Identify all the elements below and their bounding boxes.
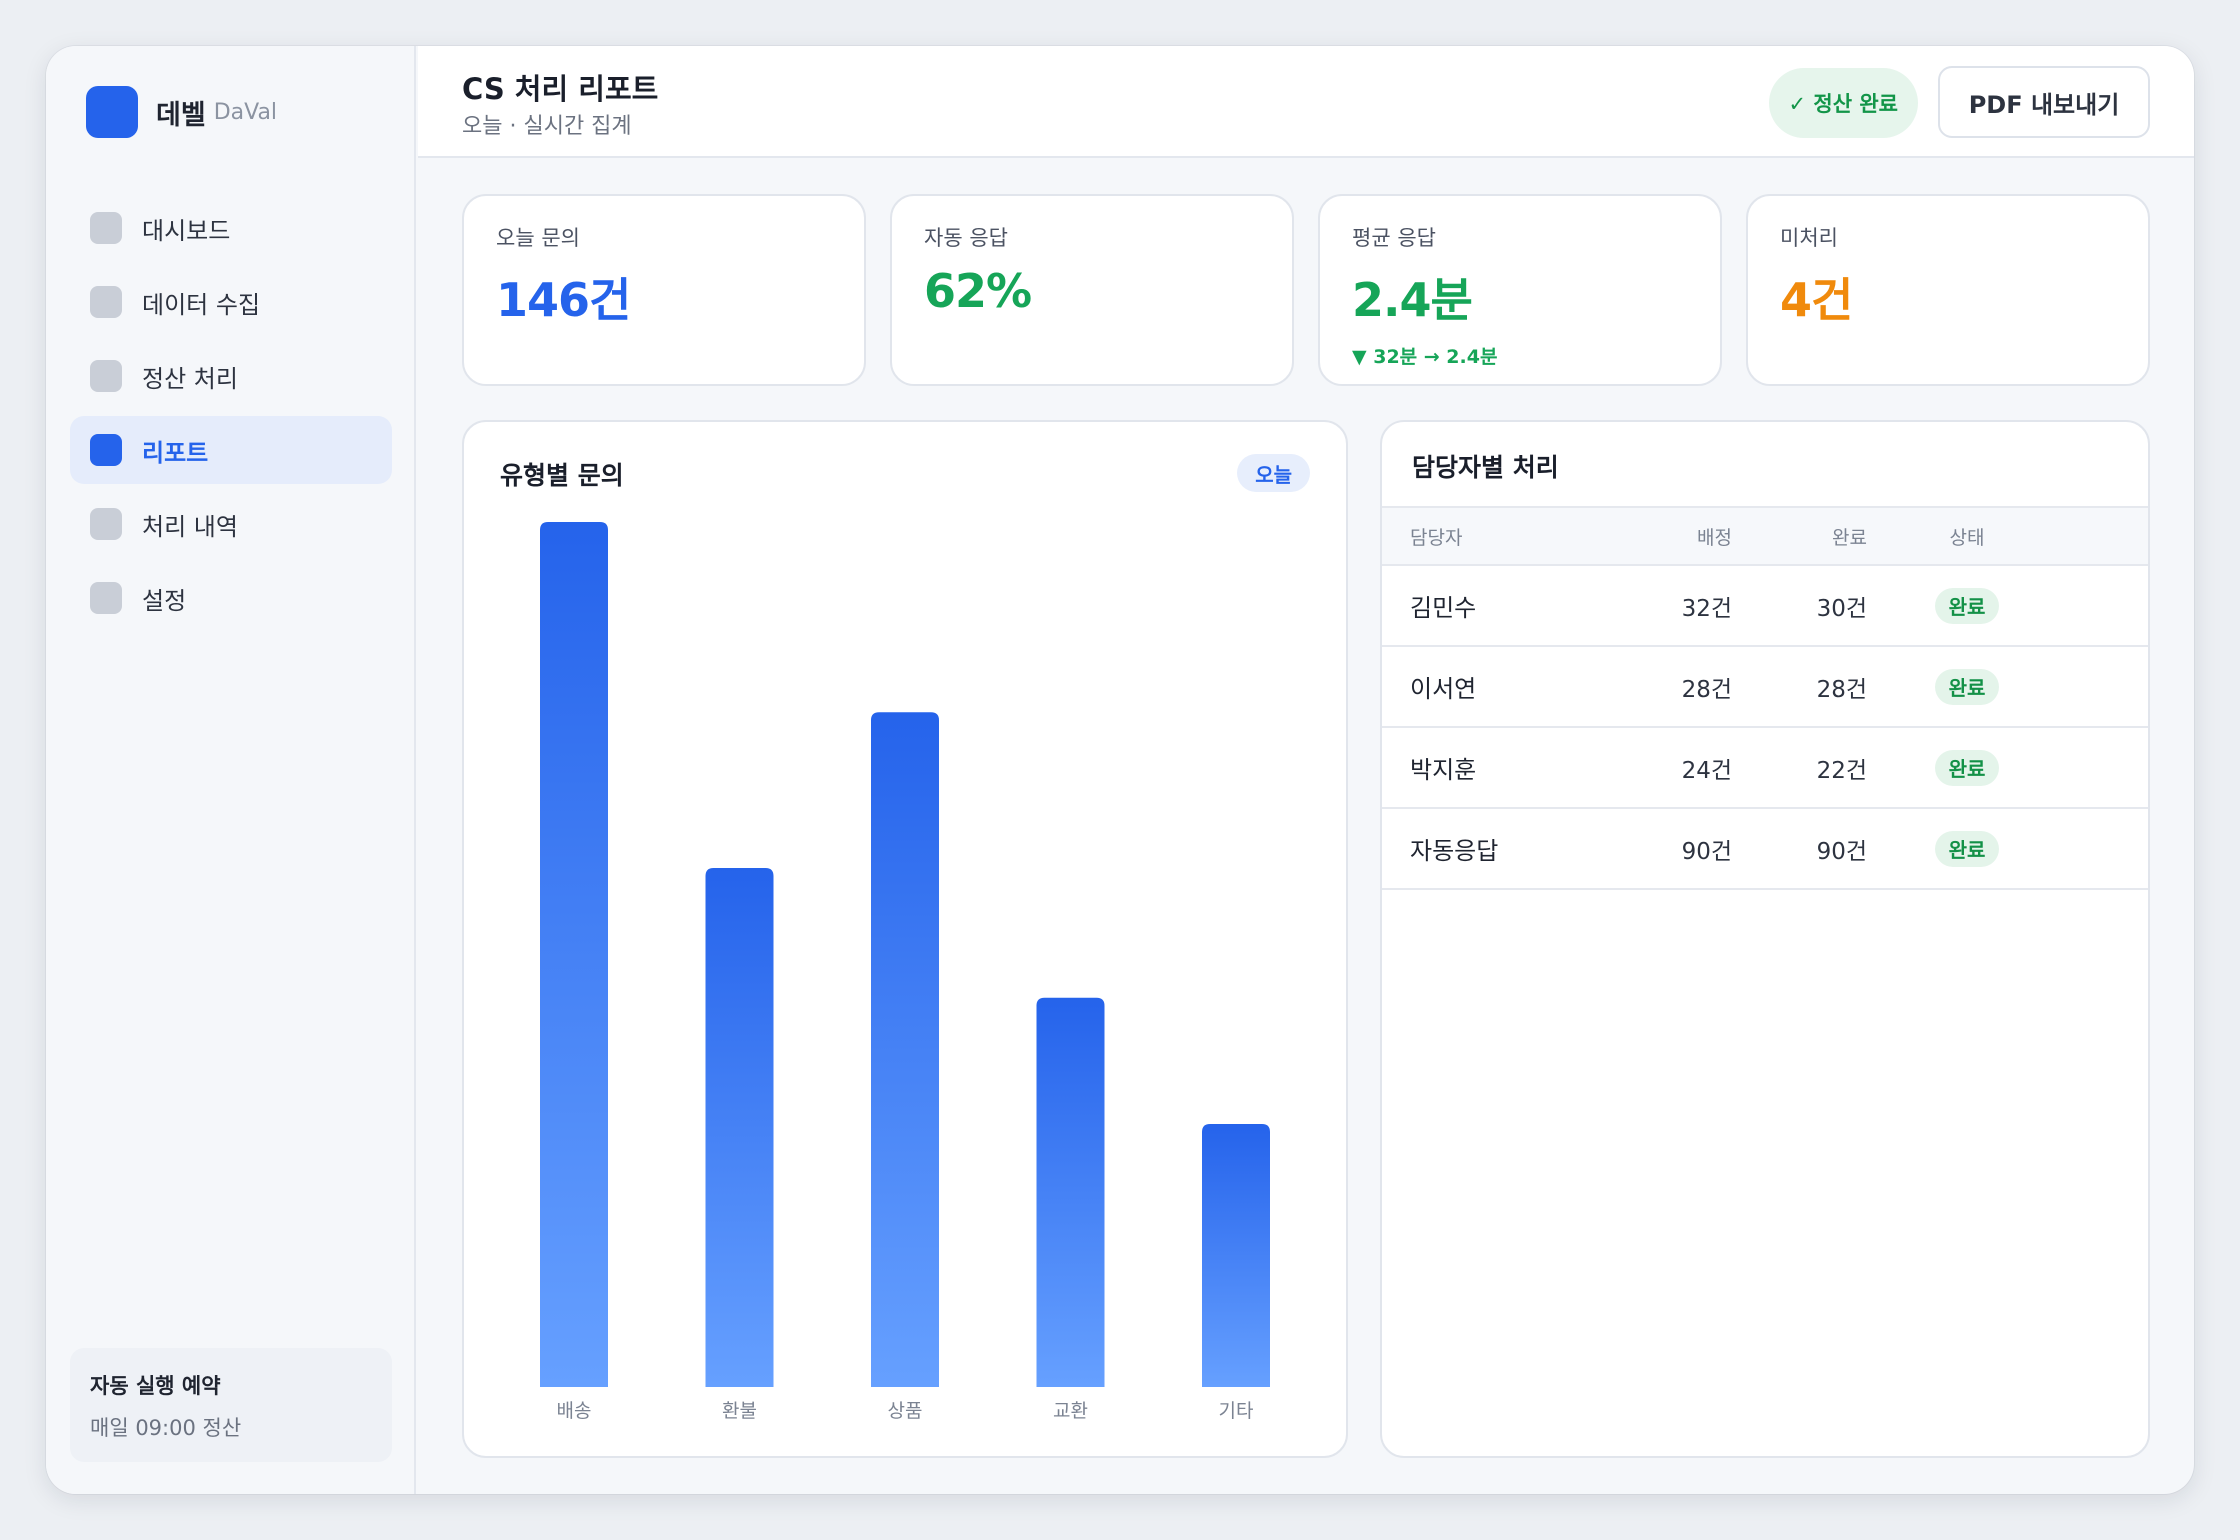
brand-logo-icon: [86, 86, 138, 138]
x-tick-label: 환불: [722, 1400, 757, 1422]
cell-status: 완료: [1867, 830, 2067, 867]
cell-done: 30건: [1816, 595, 1867, 622]
kpi-value: 2.4분: [1352, 273, 1473, 327]
column-header-assigned: 배정: [1697, 526, 1732, 549]
settlement-icon: [90, 360, 122, 392]
cell-assigned: 24건: [1681, 757, 1732, 784]
x-tick-label: 배송: [557, 1400, 592, 1422]
sidebar-item-settings[interactable]: 설정: [70, 564, 392, 632]
column-header-status: 상태: [1949, 526, 1985, 549]
cell-assignee: 김민수: [1410, 594, 1477, 622]
kpi-label: 평균 응답: [1352, 226, 1436, 250]
period-chip[interactable]: 오늘: [1237, 454, 1310, 492]
cell-done: 22건: [1816, 757, 1867, 784]
kpi-card-avg-response: 평균 응답 2.4분 ▼ 32분 → 2.4분: [1318, 194, 1722, 386]
cell-assignee: 자동응답: [1410, 837, 1499, 865]
bar-상품[interactable]: [871, 712, 939, 1387]
status-badge: 완료: [1934, 668, 2000, 705]
sidebar-item-dashboard[interactable]: 대시보드: [70, 194, 392, 262]
bar-chart: 배송 환불 상품 교환 기타: [540, 522, 1270, 1422]
schedule-description: 매일 09:00 정산: [90, 1416, 242, 1440]
cell-done: 28건: [1816, 676, 1867, 703]
cell-assigned: 32건: [1681, 595, 1732, 622]
status-badge: 완료: [1934, 830, 2000, 867]
page-subtitle: 오늘 · 실시간 집계: [462, 114, 632, 139]
cell-status: 완료: [1867, 668, 2067, 705]
sidebar-item-history[interactable]: 처리 내역: [70, 490, 392, 558]
assignee-table-panel: 담당자별 처리 담당자 배정 완료 상태 김민수 32건 30건 완료 이서연 …: [1380, 420, 2150, 1458]
sidebar-item-report[interactable]: 리포트: [70, 416, 392, 484]
kpi-card-inquiries: 오늘 문의 146건: [462, 194, 866, 386]
sidebar-item-label: 정산 처리: [142, 364, 238, 393]
cell-done: 90건: [1816, 838, 1867, 865]
dashboard-icon: [90, 212, 122, 244]
auto-schedule-card[interactable]: 자동 실행 예약 매일 09:00 정산: [70, 1348, 392, 1462]
status-badge: ✓ 정산 완료: [1768, 68, 1918, 138]
kpi-value: 4건: [1780, 273, 1853, 327]
sidebar-item-settlement[interactable]: 정산 처리: [70, 342, 392, 410]
table-header-row: 담당자 배정 완료 상태: [1382, 506, 2148, 566]
bar-배송[interactable]: [540, 522, 608, 1387]
kpi-label: 오늘 문의: [496, 226, 580, 250]
bar-환불[interactable]: [705, 868, 774, 1387]
app-window: 데벨 DaVal 대시보드 데이터 수집 정산 처리 리포트 처리 내역: [46, 46, 2194, 1494]
x-tick-label: 교환: [1053, 1400, 1088, 1422]
bar-기타[interactable]: [1202, 1124, 1270, 1387]
x-tick-label: 상품: [888, 1400, 923, 1422]
assignee-table: 담당자 배정 완료 상태 김민수 32건 30건 완료 이서연 28건 28건 …: [1382, 506, 2148, 890]
column-header-done: 완료: [1832, 526, 1867, 549]
cell-assignee: 이서연: [1410, 675, 1477, 703]
table-title: 담당자별 처리: [1412, 453, 1559, 482]
kpi-card-pending: 미처리 4건: [1746, 194, 2150, 386]
sidebar-item-label: 처리 내역: [142, 512, 238, 541]
cell-assigned: 90건: [1681, 838, 1732, 865]
sidebar-item-label: 대시보드: [142, 216, 231, 245]
status-badge: 완료: [1934, 749, 2000, 786]
table-row[interactable]: 이서연 28건 28건 완료: [1382, 647, 2148, 728]
schedule-title: 자동 실행 예약: [90, 1374, 221, 1398]
column-header-assignee: 담당자: [1410, 526, 1463, 549]
page-title: CS 처리 리포트: [462, 72, 659, 106]
sidebar-item-label: 설정: [142, 586, 187, 615]
chart-title: 유형별 문의: [500, 461, 624, 490]
report-icon: [90, 434, 122, 466]
export-pdf-button[interactable]: PDF 내보내기: [1938, 66, 2150, 138]
chart-panel: 배송 환불 상품 교환 기타 유형별 문의 오늘: [462, 420, 1348, 1458]
bar-교환[interactable]: [1036, 997, 1105, 1387]
kpi-value: 62%: [924, 264, 1032, 318]
kpi-delta: ▼ 32분 → 2.4분: [1352, 346, 1498, 368]
table-row[interactable]: 박지훈 24건 22건 완료: [1382, 728, 2148, 809]
cell-assigned: 28건: [1681, 676, 1732, 703]
cell-status: 완료: [1867, 587, 2067, 624]
sidebar-item-data-collection[interactable]: 데이터 수집: [70, 268, 392, 336]
brand[interactable]: 데벨 DaVal: [86, 86, 277, 138]
cell-assignee: 박지훈: [1410, 756, 1477, 784]
settings-icon: [90, 582, 122, 614]
sidebar-item-label: 데이터 수집: [142, 290, 261, 319]
brand-name: 데벨: [156, 99, 206, 131]
cell-status: 완료: [1867, 749, 2067, 786]
table-row[interactable]: 김민수 32건 30건 완료: [1382, 566, 2148, 647]
sidebar-nav: 대시보드 데이터 수집 정산 처리 리포트 처리 내역 설정: [70, 194, 392, 638]
kpi-label: 미처리: [1780, 226, 1838, 250]
table-row[interactable]: 자동응답 90건 90건 완료: [1382, 809, 2148, 890]
sidebar: 데벨 DaVal 대시보드 데이터 수집 정산 처리 리포트 처리 내역: [46, 46, 416, 1494]
kpi-card-auto-response: 자동 응답 62%: [890, 194, 1294, 386]
brand-subtitle: DaVal: [213, 99, 278, 125]
x-tick-label: 기타: [1219, 1400, 1254, 1422]
sidebar-item-label: 리포트: [142, 438, 209, 467]
topbar: CS 처리 리포트 오늘 · 실시간 집계 ✓ 정산 완료 PDF 내보내기: [418, 46, 2194, 158]
data-collection-icon: [90, 286, 122, 318]
kpi-label: 자동 응답: [924, 226, 1008, 250]
kpi-value: 146건: [496, 273, 631, 327]
status-badge: 완료: [1934, 587, 2000, 624]
history-icon: [90, 508, 122, 540]
